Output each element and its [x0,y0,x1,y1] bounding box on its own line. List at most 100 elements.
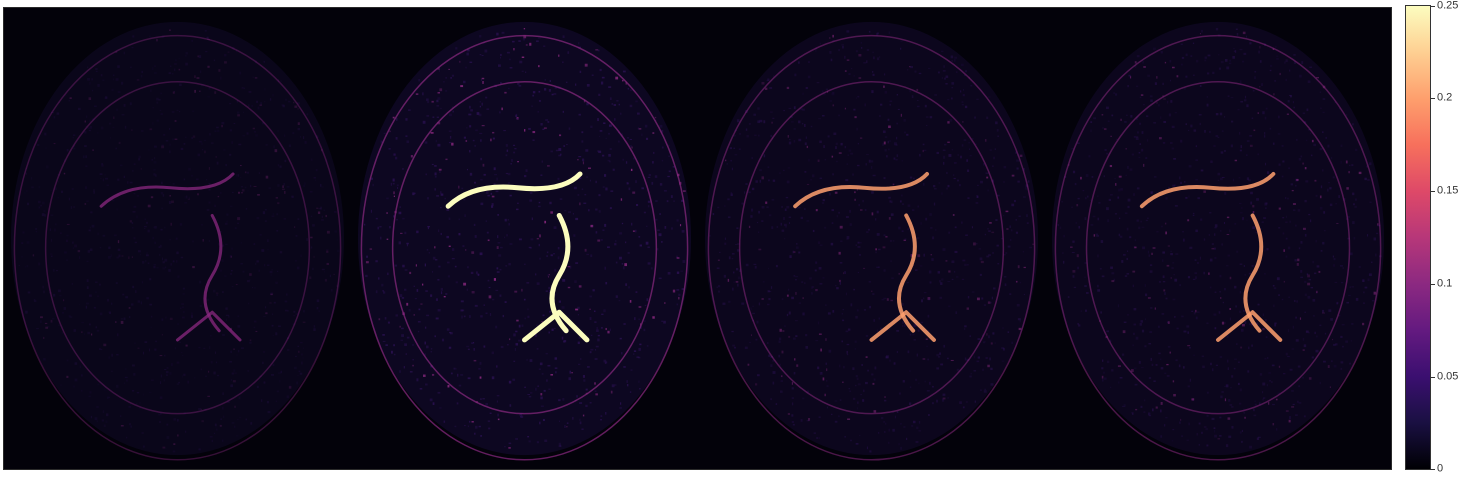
noise-speckle [673,200,675,202]
noise-speckle [628,286,630,289]
noise-speckle [941,398,945,402]
noise-speckle [1121,405,1125,408]
noise-speckle [294,321,297,323]
noise-speckle [603,174,607,177]
noise-speckle [229,360,233,363]
noise-speckle [146,297,149,300]
noise-speckle [272,363,275,367]
noise-speckle [169,239,172,241]
noise-speckle [795,279,797,281]
noise-speckle [644,304,647,307]
noise-speckle [768,354,770,357]
noise-speckle [424,263,427,267]
noise-speckle [506,51,510,54]
noise-speckle [786,86,790,90]
noise-speckle [821,114,825,117]
noise-speckle [948,305,951,308]
noise-speckle [936,367,940,370]
noise-speckle [650,267,653,270]
noise-speckle [934,188,937,190]
noise-speckle [161,318,164,321]
noise-speckle [911,209,915,211]
noise-speckle [903,426,906,428]
noise-speckle [607,330,610,334]
noise-speckle [539,257,541,260]
noise-speckle [131,256,133,258]
noise-speckle [238,191,240,194]
noise-speckle [578,113,581,116]
noise-speckle [121,114,125,116]
noise-speckle [835,142,838,145]
noise-speckle [248,90,252,93]
noise-speckle [681,288,685,290]
noise-speckle [1203,238,1206,241]
noise-speckle [1073,286,1077,289]
noise-speckle [65,239,68,243]
noise-speckle [418,78,421,82]
noise-speckle [177,418,179,422]
noise-speckle [473,181,476,184]
noise-speckle [180,147,184,150]
noise-speckle [1009,293,1012,295]
noise-speckle [459,60,461,63]
noise-speckle [1304,280,1307,283]
noise-speckle [963,139,967,142]
noise-speckle [1174,316,1176,318]
noise-speckle [840,240,843,242]
noise-speckle [192,110,195,112]
noise-speckle [1136,55,1140,58]
noise-speckle [619,407,622,409]
noise-speckle [1097,217,1100,221]
noise-speckle [443,420,446,423]
noise-speckle [806,390,810,393]
noise-speckle [942,248,946,251]
noise-speckle [912,420,916,424]
noise-speckle [460,300,464,303]
noise-speckle [872,293,875,295]
noise-speckle [745,128,748,131]
noise-speckle [875,251,877,254]
noise-speckle [970,372,972,375]
noise-speckle [1329,203,1333,207]
noise-speckle [627,182,629,185]
noise-speckle [667,271,671,275]
noise-speckle [987,301,991,304]
noise-speckle [133,205,137,208]
noise-speckle [668,170,671,173]
noise-speckle [1288,419,1291,423]
noise-speckle [215,292,219,294]
noise-speckle [116,354,119,356]
noise-speckle [40,204,42,207]
noise-speckle [962,89,965,91]
noise-speckle [489,412,492,415]
noise-speckle [663,190,667,192]
noise-speckle [1332,255,1334,258]
noise-speckle [932,236,935,240]
noise-speckle [98,348,102,350]
noise-speckle [1106,360,1110,364]
noise-speckle [158,246,160,248]
noise-speckle [817,241,821,245]
noise-speckle [1292,209,1296,211]
noise-speckle [238,174,240,177]
noise-speckle [798,138,802,142]
noise-speckle [796,364,799,367]
noise-speckle [1351,323,1354,325]
noise-speckle [378,277,380,280]
noise-speckle [1096,284,1099,288]
noise-speckle [113,116,115,119]
noise-speckle [517,161,519,163]
noise-speckle [872,382,875,385]
noise-speckle [1369,201,1372,203]
noise-speckle [1140,405,1143,408]
noise-speckle [1176,75,1179,78]
noise-speckle [536,441,539,444]
noise-speckle [536,40,539,43]
noise-speckle [1248,272,1252,275]
noise-speckle [1364,177,1367,181]
noise-speckle [900,422,902,425]
noise-speckle [1355,148,1358,151]
noise-speckle [1291,406,1295,408]
noise-speckle [945,82,948,85]
noise-speckle [271,215,275,217]
